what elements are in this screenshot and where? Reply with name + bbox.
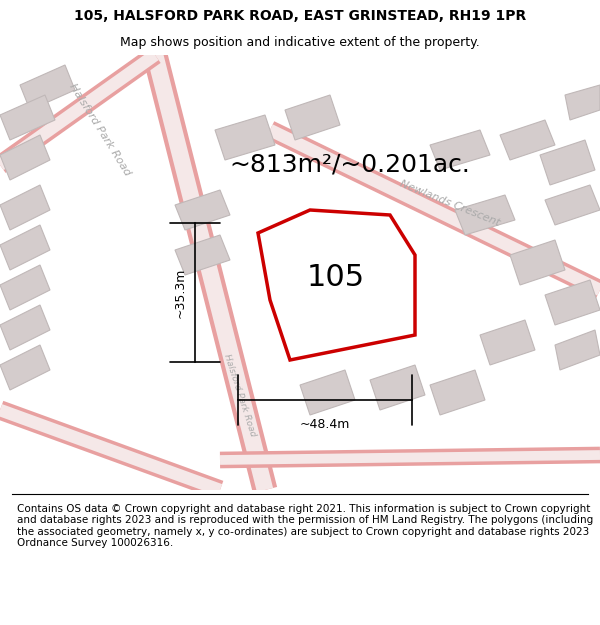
Polygon shape [0,95,55,140]
Text: ~35.3m: ~35.3m [174,268,187,318]
Polygon shape [175,235,230,275]
Text: ~48.4m: ~48.4m [300,418,350,431]
Polygon shape [300,370,355,415]
Text: Map shows position and indicative extent of the property.: Map shows position and indicative extent… [120,36,480,49]
Polygon shape [20,65,75,110]
Polygon shape [430,130,490,170]
Text: 105: 105 [307,263,364,292]
Polygon shape [370,365,425,410]
Polygon shape [545,185,600,225]
Text: 105, HALSFORD PARK ROAD, EAST GRINSTEAD, RH19 1PR: 105, HALSFORD PARK ROAD, EAST GRINSTEAD,… [74,9,526,24]
Polygon shape [430,370,485,415]
Polygon shape [500,120,555,160]
Polygon shape [455,195,515,235]
Polygon shape [0,225,50,270]
Polygon shape [258,210,415,360]
Polygon shape [540,140,595,185]
Polygon shape [285,95,340,140]
Text: Newlands Crescent: Newlands Crescent [398,178,502,227]
Polygon shape [480,320,535,365]
Polygon shape [0,265,50,310]
Text: Halsford Park Road: Halsford Park Road [67,82,133,178]
Polygon shape [565,85,600,120]
Polygon shape [215,115,275,160]
Polygon shape [0,135,50,180]
Text: Contains OS data © Crown copyright and database right 2021. This information is : Contains OS data © Crown copyright and d… [17,504,593,548]
Text: ~813m²/~0.201ac.: ~813m²/~0.201ac. [230,153,470,177]
Text: Halsford Park Road: Halsford Park Road [223,352,257,437]
Polygon shape [555,330,600,370]
Polygon shape [175,190,230,230]
Polygon shape [0,305,50,350]
Polygon shape [0,345,50,390]
Polygon shape [510,240,565,285]
Polygon shape [545,280,600,325]
Polygon shape [0,185,50,230]
